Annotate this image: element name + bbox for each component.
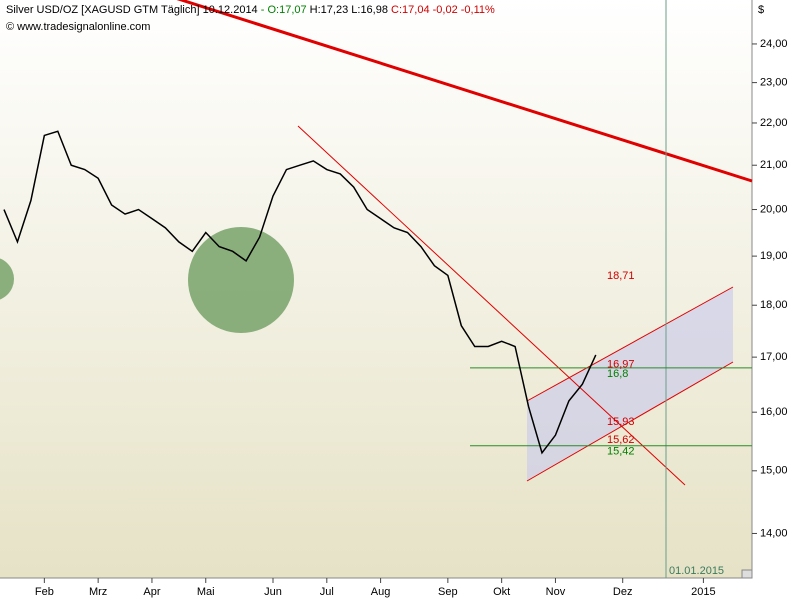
scroll-box[interactable] bbox=[741, 569, 753, 579]
y-unit: $ bbox=[758, 4, 764, 16]
level-label: 15,93 bbox=[607, 416, 635, 428]
x-tick-label: 2015 bbox=[691, 586, 715, 598]
y-tick-label: 22,00 bbox=[760, 117, 788, 129]
y-tick-label: 15,00 bbox=[760, 465, 788, 477]
x-tick-label: Jul bbox=[320, 586, 334, 598]
y-axis-area bbox=[752, 0, 800, 600]
x-axis-area bbox=[0, 578, 752, 600]
x-tick-label: Dez bbox=[613, 586, 633, 598]
date: 10.12.2014 bbox=[203, 4, 258, 16]
plot-area bbox=[0, 0, 752, 578]
x-tick-label: Mrz bbox=[89, 586, 107, 598]
x-tick-label: Sep bbox=[438, 586, 458, 598]
header: Silver USD/OZ [XAGUSD GTM Täglich] 10.12… bbox=[6, 4, 495, 16]
y-tick-label: 24,00 bbox=[760, 38, 788, 50]
level-label: 15,62 bbox=[607, 434, 635, 446]
date-marker-label: 01.01.2015 bbox=[669, 565, 724, 577]
level-label: 18,71 bbox=[607, 270, 635, 282]
x-tick-label: Nov bbox=[546, 586, 566, 598]
high: H:17,23 bbox=[310, 4, 349, 16]
change: -0,02 bbox=[433, 4, 458, 16]
channel bbox=[527, 287, 733, 481]
close: C:17,04 bbox=[391, 4, 430, 16]
copyright: © www.tradesignalonline.com bbox=[6, 21, 150, 33]
y-tick-label: 23,00 bbox=[760, 77, 788, 89]
x-tick-label: Feb bbox=[35, 586, 54, 598]
y-tick-label: 14,00 bbox=[760, 527, 788, 539]
low: L:16,98 bbox=[351, 4, 388, 16]
drawings bbox=[0, 0, 753, 579]
y-tick-label: 16,00 bbox=[760, 406, 788, 418]
open: - O:17,07 bbox=[261, 4, 307, 16]
y-tick-label: 18,00 bbox=[760, 299, 788, 311]
x-tick-label: Apr bbox=[143, 586, 160, 598]
highlight-circle bbox=[0, 258, 14, 300]
x-tick-label: Okt bbox=[493, 586, 510, 598]
x-tick-label: Jun bbox=[264, 586, 282, 598]
channel-line bbox=[526, 286, 734, 402]
trend-line bbox=[297, 125, 686, 486]
y-tick-label: 21,00 bbox=[760, 159, 788, 171]
trend-line bbox=[176, 0, 753, 183]
y-tick-label: 19,00 bbox=[760, 250, 788, 262]
instrument: Silver USD/OZ [XAGUSD GTM Täglich] bbox=[6, 4, 200, 16]
y-tick-label: 17,00 bbox=[760, 351, 788, 363]
level-label: 16,97 bbox=[607, 359, 635, 371]
level-label: 15,42 bbox=[607, 446, 635, 458]
change-pct: -0,11% bbox=[461, 4, 495, 16]
x-tick-label: Mai bbox=[197, 586, 215, 598]
price-line bbox=[3, 130, 597, 455]
x-tick-label: Aug bbox=[371, 586, 391, 598]
channel-line bbox=[526, 361, 734, 482]
level-label: 16,8 bbox=[607, 368, 628, 380]
y-tick-label: 20,00 bbox=[760, 203, 788, 215]
highlight-circle bbox=[188, 227, 294, 333]
